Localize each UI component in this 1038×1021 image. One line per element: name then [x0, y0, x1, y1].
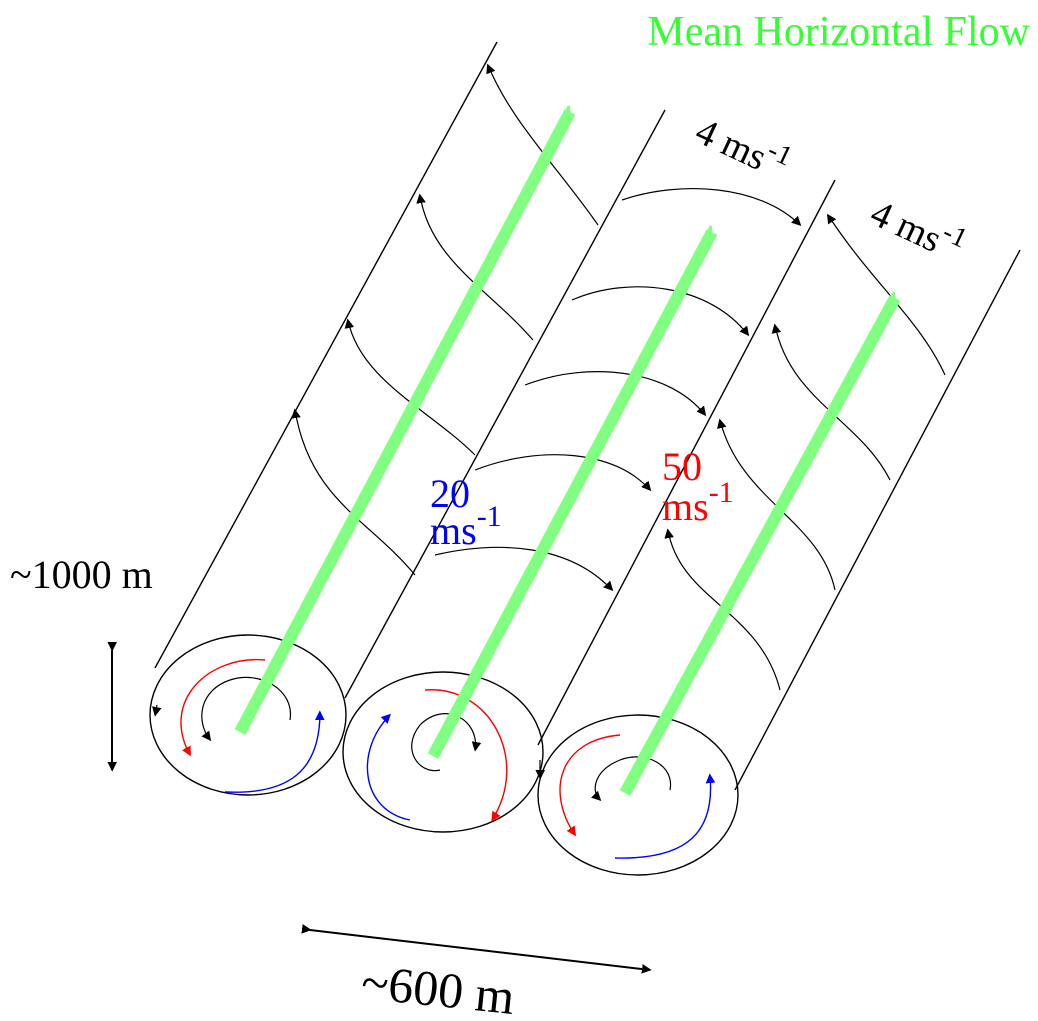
flow-arrow [625, 298, 895, 793]
wavy-arrow [622, 189, 800, 225]
blue-arc [367, 715, 410, 820]
label-unit: ms [662, 484, 709, 529]
red-arc [560, 735, 620, 835]
width-arrow [310, 930, 650, 970]
speed-label: 4 ms-1 [864, 186, 972, 271]
mean-flow-arrows [240, 112, 895, 793]
label-unit: ms [890, 204, 948, 261]
roll-vortex-diagram: Mean Horizontal Flow 4 ms-1 4 ms-1 20ms-… [0, 0, 1038, 1021]
dimension-arrows [112, 650, 650, 970]
label-exponent: -1 [709, 476, 734, 509]
wavy-arrow [475, 455, 650, 490]
label-number: 4 [864, 192, 899, 238]
tube-end [538, 715, 738, 875]
label-number: 4 [689, 110, 724, 156]
title: Mean Horizontal Flow [647, 9, 1030, 55]
tube-end [343, 672, 543, 832]
label-exponent: -1 [477, 500, 502, 533]
height-label: ~1000 m [10, 552, 153, 597]
label-unit: ms [715, 122, 773, 179]
wavy-arrow [348, 320, 475, 455]
width-label: ~600 m [359, 953, 518, 1021]
edge-arrow [155, 705, 157, 715]
speed-label: 4 ms-1 [689, 104, 797, 189]
label-number: 50 [662, 444, 702, 489]
label-unit: ms [430, 508, 477, 553]
wavy-arrow [488, 65, 598, 225]
